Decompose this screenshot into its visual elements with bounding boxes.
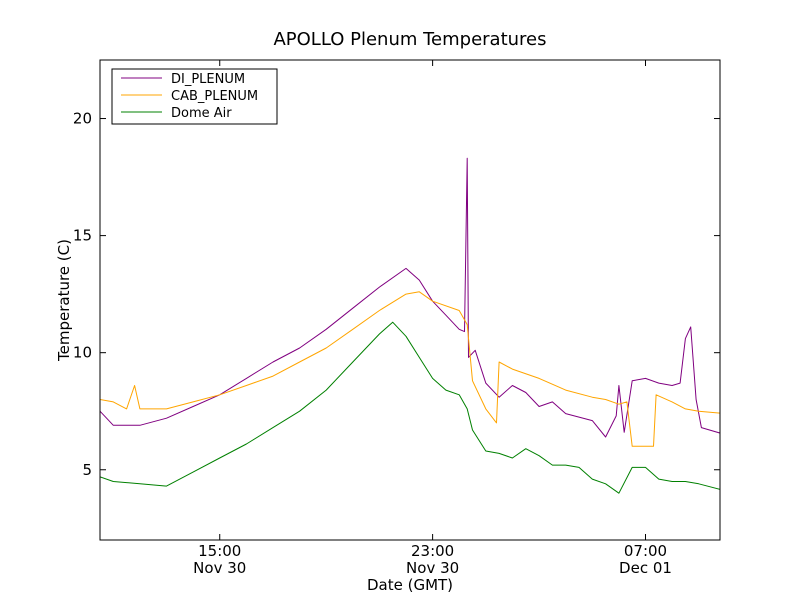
legend-label-di-plenum: DI_PLENUM bbox=[171, 72, 245, 87]
y-tick-label: 20 bbox=[73, 110, 92, 128]
series-line-di-plenum bbox=[100, 157, 720, 438]
chart-title: APOLLO Plenum Temperatures bbox=[273, 29, 546, 50]
x-axis-label: Date (GMT) bbox=[367, 576, 453, 594]
series-line-dome-air bbox=[100, 321, 720, 494]
y-tick-label: 10 bbox=[73, 344, 92, 362]
y-axis: 5 10 15 20 bbox=[73, 110, 720, 479]
legend-label-dome-air: Dome Air bbox=[171, 106, 232, 121]
x-tick-date: Dec 01 bbox=[619, 559, 672, 577]
legend-box bbox=[111, 68, 278, 125]
x-tick-time: 23:00 bbox=[411, 542, 454, 560]
legend-label-cab-plenum: CAB_PLENUM bbox=[171, 89, 258, 104]
legend: DI_PLENUM CAB_PLENUM Dome Air bbox=[111, 68, 278, 125]
x-tick-time: 07:00 bbox=[624, 542, 667, 560]
y-tick-label: 15 bbox=[73, 227, 92, 245]
series-layer bbox=[100, 157, 720, 494]
plot-frame bbox=[99, 59, 721, 541]
series-line-cab-plenum bbox=[100, 291, 720, 447]
x-tick-date: Nov 30 bbox=[193, 559, 246, 577]
x-tick-date: Nov 30 bbox=[406, 559, 459, 577]
y-axis-label: Temperature (C) bbox=[55, 239, 73, 362]
y-tick-label: 5 bbox=[82, 461, 92, 479]
x-tick-time: 15:00 bbox=[198, 542, 241, 560]
